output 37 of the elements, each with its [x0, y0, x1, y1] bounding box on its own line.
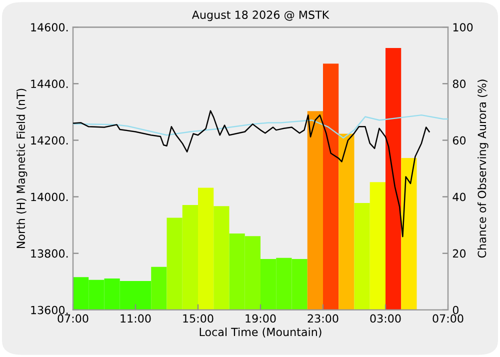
x-tick-label: 19:00	[246, 314, 276, 323]
bar	[166, 218, 182, 310]
chart-title: August 18 2026 @ MSTK	[192, 10, 330, 22]
bar	[354, 203, 370, 310]
y-tick-label: 14000.	[31, 192, 68, 202]
y2-tick-label: 80	[452, 80, 466, 88]
y2-tick-label: 100	[453, 23, 473, 32]
y2-tick-label: 60	[452, 136, 466, 145]
bar	[198, 188, 214, 310]
y-axis-title: North (H) Magnetic Field (nT)	[16, 88, 28, 248]
x-tick-label: 07:00	[58, 314, 88, 323]
x-tick-label: 11:00	[120, 314, 151, 323]
line-series	[73, 114, 448, 139]
bar	[370, 182, 386, 310]
bar	[151, 266, 167, 310]
x-axis-title: Local Time (Mountain)	[200, 328, 322, 338]
y2-tick-label: 0	[452, 306, 458, 314]
bar	[307, 111, 323, 310]
line-series	[73, 110, 430, 238]
y2-axis-title: Chance of Observing Aurora (%)	[478, 80, 488, 258]
y-tick-label: 14200.	[31, 136, 68, 145]
x-tick-label: 15:00	[183, 314, 214, 323]
y2-tick-label: 40	[452, 192, 466, 202]
y2-tick-label: 20	[452, 249, 466, 258]
y-tick-label: 14600.	[31, 23, 68, 32]
x-tick-label: 07:00	[432, 314, 464, 323]
bar	[386, 48, 402, 310]
x-tick-label: 23:00	[308, 314, 338, 323]
bar	[182, 204, 198, 310]
y-tick-label: 13800.	[31, 249, 68, 258]
y-tick-label: 13600.	[31, 306, 68, 314]
bar	[323, 64, 339, 310]
bar	[214, 206, 230, 310]
x-tick-label: 03:00	[370, 314, 401, 323]
y-tick-label: 14400.	[31, 80, 68, 88]
bar	[401, 158, 417, 310]
bar	[338, 134, 354, 310]
